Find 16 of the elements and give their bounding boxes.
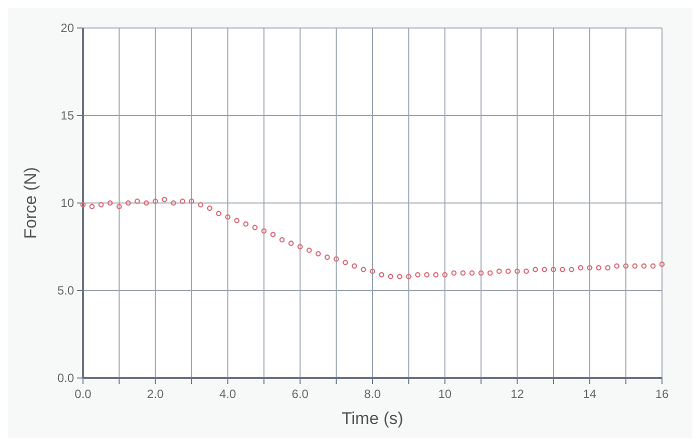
x-tick-label: 10 [438, 387, 452, 401]
x-tick-label: 16 [655, 387, 669, 401]
y-axis-title: Force (N) [21, 167, 40, 239]
x-tick-label: 0.0 [74, 387, 92, 401]
x-tick-label: 12 [510, 387, 524, 401]
y-tick-label: 15 [60, 108, 74, 122]
x-tick-label: 4.0 [219, 387, 236, 401]
x-tick-label: 8.0 [364, 387, 382, 401]
x-tick-label: 6.0 [292, 387, 309, 401]
y-tick-label: 20 [60, 21, 74, 35]
x-axis-title: Time (s) [342, 409, 404, 428]
y-tick-label: 5.0 [57, 284, 74, 298]
y-tick-label: 10 [60, 196, 74, 210]
x-tick-label: 2.0 [147, 387, 164, 401]
x-tick-label: 14 [582, 387, 597, 401]
y-tick-label: 0.0 [57, 371, 74, 385]
